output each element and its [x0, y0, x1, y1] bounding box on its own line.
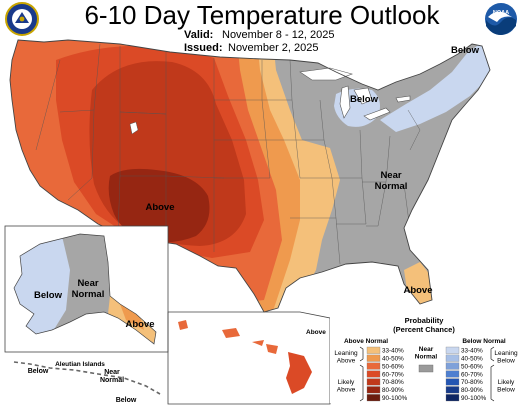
lake-michigan: [339, 85, 351, 119]
legend-below-header: Below Normal: [462, 338, 506, 345]
legend-leaning-below-brace: [490, 346, 495, 362]
legend-title: Probability: [405, 316, 445, 325]
legend-below-swatch: [445, 378, 460, 386]
legend-below-label: 60-70%: [461, 371, 483, 378]
legend-below-swatch: [445, 354, 460, 362]
legend-below-rows: 33-40%40-50%50-60%60-70%70-80%80-90%90-1…: [445, 346, 487, 402]
legend-above-swatch: [366, 394, 381, 402]
legend-above-swatch: [366, 362, 381, 370]
legend-above-rows: 33-40%40-50%50-60%60-70%70-80%80-90%90-1…: [366, 346, 408, 402]
label-above-hawaii: Above: [306, 329, 326, 336]
hawaii-maui: [266, 344, 278, 354]
legend: Probability (Percent Chance) Above Norma…: [330, 306, 520, 403]
great-lakes: [299, 67, 411, 121]
legend-leaning-below: Leaning Below: [494, 350, 518, 365]
legend-above-label: 60-70%: [382, 371, 404, 378]
legend-below-label: 70-80%: [461, 379, 483, 386]
label-above-florida: Above: [403, 285, 432, 296]
label-below-aleutians-west: Below: [28, 368, 49, 375]
legend-below-label: 40-50%: [461, 356, 483, 363]
svg-text:NOAA: NOAA: [493, 10, 509, 16]
alaska-inset: Below Near Normal Above: [4, 225, 169, 353]
aleutian-islands: Aleutian Islands Below Near Normal Below: [13, 361, 161, 404]
legend-above-swatch: [366, 370, 381, 378]
legend-below-swatch: [445, 346, 460, 354]
doc-seal-icon: [5, 2, 39, 36]
legend-subtitle: (Percent Chance): [393, 325, 455, 334]
label-below-northeast: Below: [451, 45, 480, 56]
hawaii-kauai: [178, 320, 188, 330]
legend-above-label: 90-100%: [382, 395, 408, 402]
alaska-above-normal-40-50-region: [120, 304, 144, 330]
legend-above-header: Above Normal: [344, 338, 388, 345]
below-normal-northeast-region: [380, 44, 490, 132]
legend-above-swatch: [366, 378, 381, 386]
lake-huron: [353, 87, 373, 105]
issued-label: Issued:: [184, 42, 223, 54]
label-below-great-lakes: Below: [350, 94, 379, 105]
hawaii-inset-frame: [167, 311, 331, 405]
label-near-normal-east: Near Normal: [375, 170, 408, 192]
label-near-normal-aleutians: Near Normal: [100, 369, 124, 384]
legend-above-label: 40-50%: [382, 356, 404, 363]
valid-dates: November 8 - 12, 2025: [222, 29, 335, 41]
legend-below-label: 90-100%: [461, 395, 487, 402]
legend-below-swatch: [445, 386, 460, 394]
legend-panel: [330, 306, 520, 403]
lake-superior: [299, 67, 353, 81]
legend-above-label: 50-60%: [382, 363, 404, 370]
legend-below-label: 50-60%: [461, 363, 483, 370]
noaa-logo-icon: NOAA: [485, 3, 517, 35]
label-above-alaska-panhandle: Above: [125, 319, 154, 330]
legend-likely-above: Likely Above: [337, 379, 356, 394]
legend-above-swatch: [366, 346, 381, 354]
lake-ontario: [395, 95, 411, 103]
conus-outline: [9, 39, 491, 313]
legend-leaning-above: Leaning Above: [334, 350, 358, 365]
label-near-normal-alaska: Near Normal: [72, 278, 105, 300]
legend-below-swatch: [445, 370, 460, 378]
issued-date: November 2, 2025: [228, 42, 319, 54]
label-aleutian-islands: Aleutian Islands: [55, 361, 105, 368]
legend-above-swatch: [366, 354, 381, 362]
legend-near-header: Near Normal: [415, 346, 438, 361]
valid-label: Valid:: [184, 29, 213, 41]
state-borders: [35, 43, 421, 265]
legend-likely-below-brace: [490, 364, 495, 402]
label-below-alaska: Below: [34, 290, 63, 301]
legend-below-swatch: [445, 362, 460, 370]
legend-above-label: 33-40%: [382, 348, 404, 355]
legend-below-label: 33-40%: [461, 348, 483, 355]
legend-leaning-above-brace: [359, 346, 364, 362]
great-salt-lake: [129, 121, 139, 135]
hawaii-big-island: [286, 352, 312, 394]
legend-likely-above-brace: [359, 364, 364, 402]
legend-above-swatch: [366, 386, 381, 394]
above-normal-80-90-region: [108, 168, 210, 243]
aleutian-island-chain: [13, 361, 161, 395]
legend-below-swatch: [445, 394, 460, 402]
hawaii-oahu: [222, 328, 240, 338]
alaska-outline: [13, 233, 157, 345]
legend-likely-below: Likely Below: [497, 379, 515, 394]
lake-erie: [363, 107, 391, 121]
legend-below-label: 80-90%: [461, 387, 483, 394]
label-above-southwest: Above: [145, 202, 174, 213]
hawaii-molokai: [252, 340, 264, 346]
legend-near-normal-swatch: [418, 364, 434, 373]
page-title: 6-10 Day Temperature Outlook: [84, 0, 440, 30]
hawaii-inset: Above: [167, 311, 331, 405]
header: 6-10 Day Temperature Outlook Valid: Nove…: [84, 0, 440, 54]
legend-above-label: 80-90%: [382, 387, 404, 394]
label-below-aleutians-east: Below: [116, 397, 137, 404]
legend-above-label: 70-80%: [382, 379, 404, 386]
